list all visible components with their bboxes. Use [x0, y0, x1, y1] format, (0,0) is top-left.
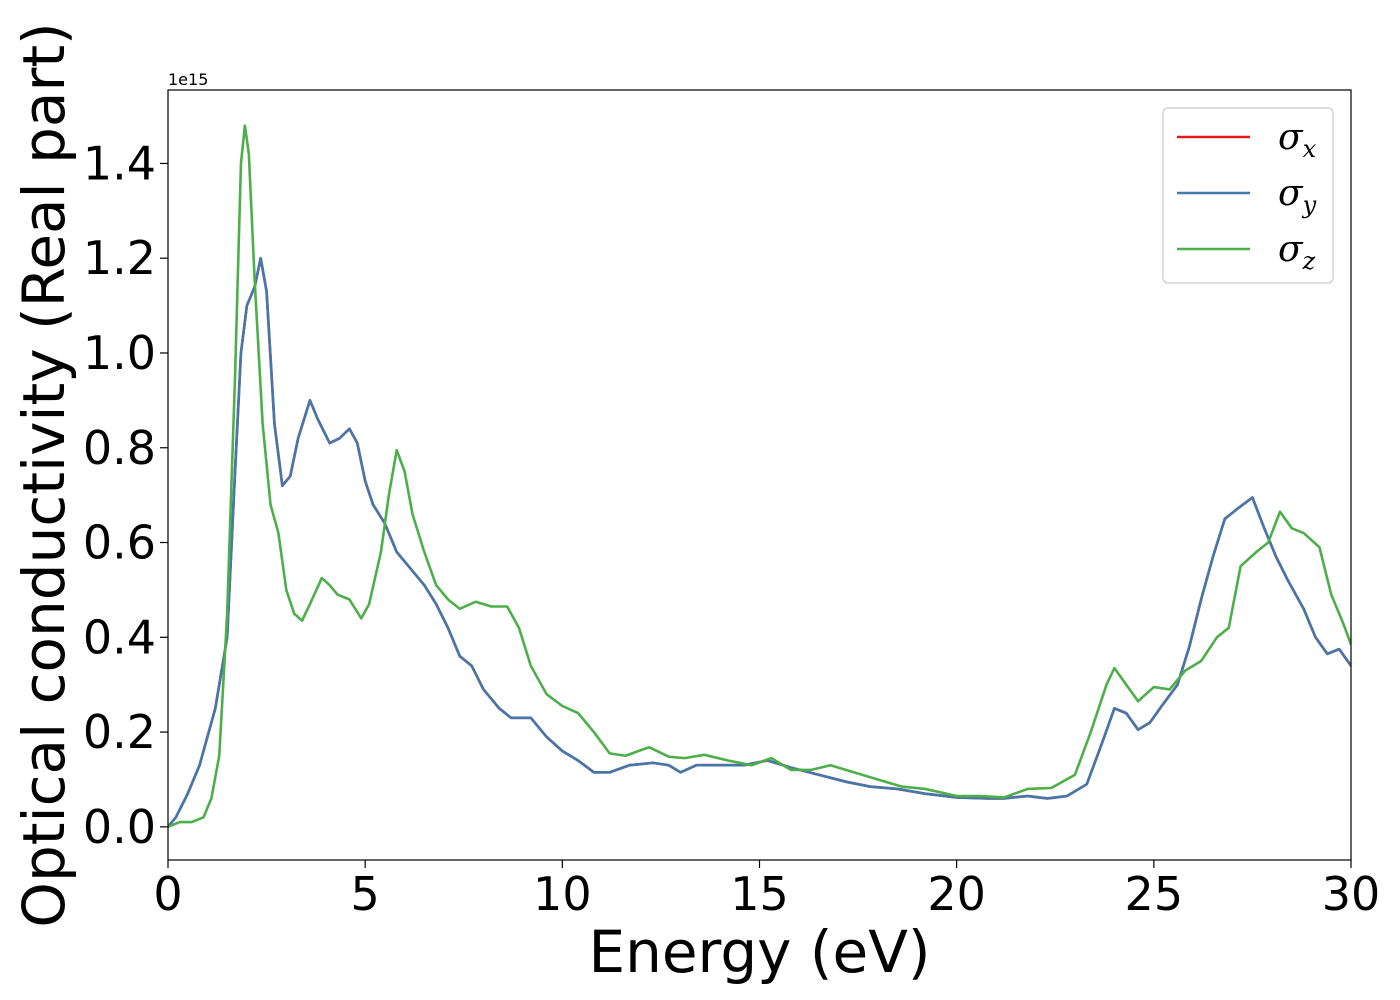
- x-axis-title: Energy (eV): [588, 918, 930, 986]
- x-tick-label: 5: [351, 867, 380, 921]
- legend: σx σy σz: [1162, 107, 1334, 284]
- x-tick-label: 25: [1125, 867, 1184, 921]
- y-tick-label: 0.6: [83, 516, 156, 570]
- x-tick-label: 0: [153, 867, 182, 921]
- y-tick-label: 0.0: [83, 800, 156, 854]
- legend-label-y: σy: [1278, 173, 1317, 219]
- y-tick-label: 0.4: [83, 610, 156, 664]
- x-tick-label: 30: [1322, 867, 1381, 921]
- x-tick-label: 10: [533, 867, 592, 921]
- series-layer: [168, 124, 1351, 829]
- series-line-z: [168, 124, 1351, 829]
- y-tick-label: 0.8: [83, 421, 156, 475]
- series-line-y: [168, 256, 1351, 829]
- y-axis-title: Optical conductivity (Real part): [10, 22, 78, 927]
- legend-label-z: σz: [1278, 229, 1316, 275]
- x-tick-label: 20: [927, 867, 986, 921]
- y-tick-label: 1.0: [83, 326, 156, 380]
- y-axis: 0.0 0.2 0.4 0.6 0.8 1.0 1.2 1.4: [83, 136, 168, 854]
- y-tick-label: 1.4: [83, 136, 156, 190]
- y-tick-label: 0.2: [83, 705, 156, 759]
- x-tick-label: 15: [730, 867, 789, 921]
- x-axis: 0 5 10 15 20 25 30: [153, 860, 1380, 921]
- legend-frame: [1162, 107, 1334, 284]
- legend-label-x: σx: [1278, 117, 1317, 163]
- y-tick-label: 1.2: [83, 231, 156, 285]
- y-offset-label: 1e15: [168, 70, 208, 89]
